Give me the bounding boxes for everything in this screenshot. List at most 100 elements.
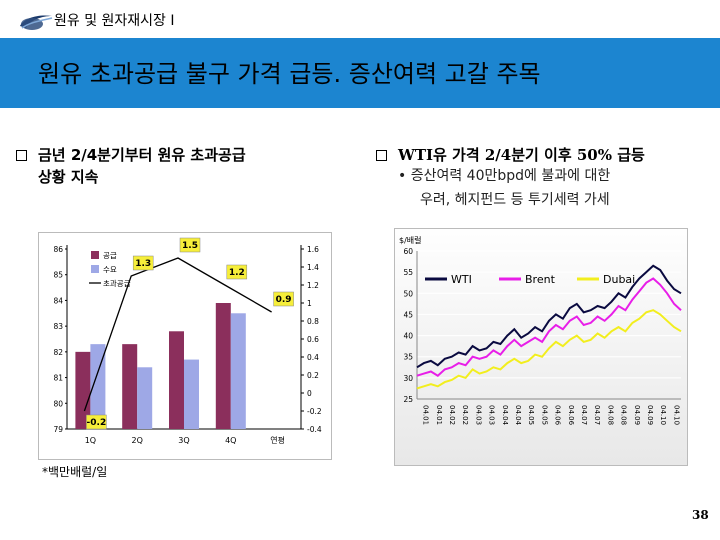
y-tick-label-left: 80 [53, 399, 63, 408]
x-tick-label: 04.09 [646, 405, 654, 425]
legend-label: 수요 [103, 265, 117, 274]
checkbox-bullet-icon [16, 150, 27, 161]
oil-price-chart: $/배럴 60 55 50 45 40 35 30 25 04.01 04.01 04.02 04.02… [394, 228, 688, 466]
y-tick-label: 55 [403, 268, 413, 277]
data-label: 1.2 [229, 268, 245, 278]
x-tick-label: 4Q [225, 436, 236, 445]
x-tick-label: 2Q [132, 436, 143, 445]
bar-supply [75, 351, 91, 429]
supply-demand-chart: 86 85 84 83 82 81 80 79 1.6 1.4 1.2 1 0.8 0.6 0.4 0.2 0 -… [38, 232, 332, 460]
y-tick-label-right: 0 [307, 389, 312, 398]
page-number: 38 [692, 508, 709, 522]
y-tick-label-left: 84 [53, 296, 63, 305]
excess-supply-line [83, 257, 272, 412]
y-tick-label-left: 82 [53, 348, 63, 357]
x-tick-label: 연평 [270, 435, 285, 445]
left-heading-line1: 금년 2/4분기부터 원유 초과공급 [38, 146, 246, 164]
right-sub-line2: 우려, 헤지펀드 등 투기세력 가세 [420, 192, 610, 208]
y-tick-label-right: 1.4 [307, 263, 319, 272]
x-tick-label: 04.06 [554, 405, 562, 426]
data-label: 1.5 [182, 241, 198, 251]
legend-swatch [91, 251, 99, 259]
bar-supply [215, 303, 231, 429]
y-tick-label-left: 83 [53, 322, 63, 331]
x-tick-label: 04.02 [448, 405, 456, 425]
y-tick-label: 50 [403, 289, 413, 298]
legend-label: 초과공급 [103, 279, 131, 288]
y-tick-label: 60 [403, 247, 413, 256]
slide-title: 원유 초과공급 불구 가격 급등. 증산여력 고갈 주목 [38, 60, 541, 88]
y-tick-label: 35 [403, 353, 413, 362]
data-label-box [273, 291, 294, 307]
bar-demand [90, 344, 106, 429]
legend-label: 공급 [103, 251, 117, 260]
y-tick-label-right: -0.2 [307, 407, 322, 416]
data-label: 1.3 [135, 259, 151, 269]
checkbox-bullet-icon [376, 150, 387, 161]
bar-demand [137, 367, 153, 429]
bar-demand [184, 359, 199, 429]
right-heading: WTI유 가격 2/4분기 이후 50% 급등 [398, 146, 645, 164]
legend-label: Brent [525, 273, 556, 286]
y-tick-label: 45 [403, 310, 413, 319]
y-tick-label-right: -0.4 [307, 425, 322, 434]
left-heading-line2: 상황 지속 [38, 168, 99, 186]
y-tick-label: 25 [403, 395, 413, 404]
data-label-box [226, 264, 248, 280]
series-line-dubai [416, 309, 682, 390]
x-tick-label: 04.08 [606, 405, 614, 425]
data-label: 0.9 [276, 295, 292, 305]
swoosh-logo-icon [20, 15, 53, 30]
y-tick-label-right: 1.2 [307, 281, 319, 290]
legend-swatch [91, 265, 99, 273]
title-bar [0, 38, 720, 108]
x-tick-label: 04.05 [540, 405, 548, 425]
y-tick-label: 30 [403, 374, 413, 383]
right-subtext: • 증산여력 40만bpd에 불과에 대한 우려, 헤지펀드 등 투기세력 가세 [398, 164, 716, 212]
data-label-box [132, 255, 154, 271]
legend-label: Dubai [603, 273, 635, 286]
x-tick-label: 04.10 [672, 405, 680, 425]
series-line-brent [416, 277, 682, 377]
y-tick-label-left: 86 [53, 245, 63, 254]
x-tick-label: 04.03 [488, 405, 496, 425]
y-tick-label-right: 0.2 [307, 371, 319, 380]
y-tick-label-right: 0.4 [307, 353, 319, 362]
y-tick-label-left: 81 [53, 374, 63, 383]
y-tick-label-right: 0.8 [307, 317, 319, 326]
x-tick-label: 04.10 [659, 405, 667, 425]
x-tick-label: 04.04 [514, 405, 522, 426]
x-tick-label: 04.08 [620, 405, 628, 425]
x-tick-label: 3Q [178, 436, 189, 445]
x-tick-label: 04.04 [501, 405, 509, 426]
left-heading: 금년 2/4분기부터 원유 초과공급 상황 지속 [38, 144, 368, 188]
y-tick-label-right: 0.6 [307, 335, 319, 344]
bar-demand [230, 313, 246, 429]
footnote: *백만배럴/일 [42, 465, 108, 479]
y-axis-label: $/배럴 [399, 236, 422, 245]
x-tick-label: 04.07 [593, 405, 601, 425]
y-tick-label: 40 [403, 332, 413, 341]
data-label-box [179, 237, 201, 253]
right-sub-line1: • 증산여력 40만bpd에 불과에 대한 [398, 168, 611, 184]
x-tick-label: 1Q [85, 436, 96, 445]
x-tick-label: 04.03 [474, 405, 482, 425]
x-tick-label: 04.01 [422, 405, 430, 425]
series-line-wti [416, 264, 682, 369]
section-label: 원유 및 원자재시장 I [54, 13, 175, 29]
data-label: -0.2 [87, 418, 107, 428]
x-tick-label: 04.07 [580, 405, 588, 425]
data-label-box [86, 414, 107, 430]
bar-supply [122, 344, 138, 429]
bar-supply [169, 331, 184, 429]
x-tick-label: 04.02 [461, 405, 469, 425]
y-tick-label-left: 85 [53, 271, 63, 280]
legend-label: WTI [451, 273, 472, 286]
x-tick-label: 04.05 [527, 405, 535, 425]
y-tick-label-left: 79 [53, 425, 63, 434]
x-tick-label: 04.09 [633, 405, 641, 425]
y-tick-label-right: 1.6 [307, 245, 319, 254]
y-tick-label-right: 1 [307, 299, 312, 308]
x-tick-label: 04.06 [567, 405, 575, 426]
x-tick-label: 04.01 [435, 405, 443, 425]
